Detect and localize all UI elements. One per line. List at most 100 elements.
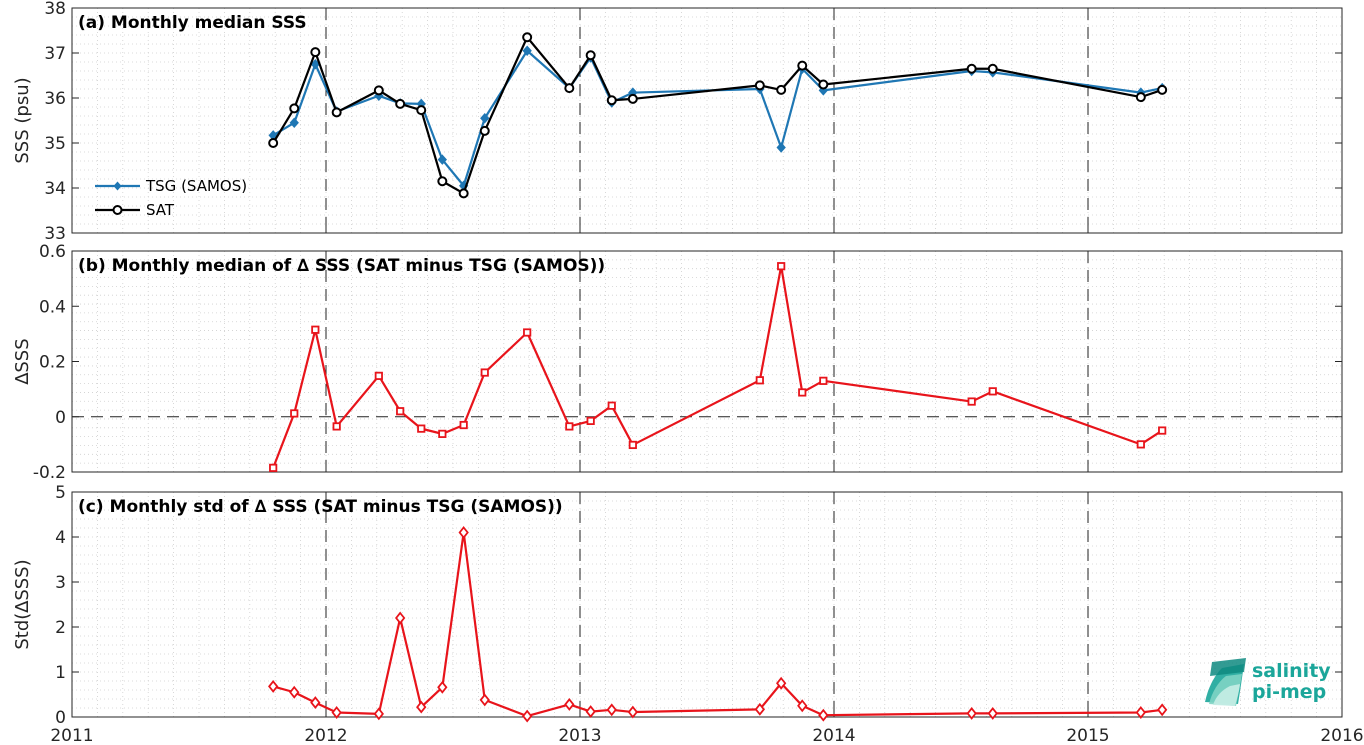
x-tick-label: 2013 (558, 726, 601, 745)
data-point (479, 693, 490, 707)
data-point (438, 429, 447, 438)
legend-a: TSG (SAMOS) SAT (95, 177, 247, 219)
data-point (776, 84, 787, 95)
data-point (754, 80, 765, 91)
data-point (310, 696, 321, 710)
data-point (373, 85, 384, 96)
panel-c: 0 1 2 3 4 5 2011 2012 2013 2014 2015 2016 Std(∆SSS) (… (12, 483, 1364, 745)
y-tick-label: 3 (55, 573, 66, 593)
data-point (374, 371, 383, 380)
y-tick-label: 4 (55, 528, 66, 548)
data-point (987, 706, 998, 720)
y-tick-label: 1 (55, 663, 66, 683)
series-line (272, 265, 1163, 469)
data-point (966, 63, 977, 74)
y-axis-label-c: Std(∆SSS) (12, 559, 33, 649)
data-point (1135, 92, 1146, 103)
y-axis-label-a: SSS (psu) (12, 77, 33, 163)
data-point (606, 95, 617, 106)
y-tick-label: 34 (44, 179, 66, 199)
data-point (331, 706, 342, 719)
data-point (776, 676, 787, 690)
data-point (523, 328, 532, 337)
legend-label: SAT (146, 201, 175, 219)
data-point (967, 397, 976, 406)
y-tick-label: 36 (44, 89, 66, 109)
data-point (1135, 706, 1146, 719)
data-point (268, 138, 279, 148)
panel-a: 33 34 35 36 37 38 SSS (psu) (a) Monthly median … (12, 0, 1343, 244)
data-point (416, 105, 427, 116)
data-point (1157, 84, 1168, 95)
data-point (1158, 426, 1167, 435)
salinity-pi-mep-logo: salinity pi-mep (1205, 658, 1331, 706)
series-a-1 (268, 32, 1168, 199)
data-point (627, 93, 638, 104)
data-point (628, 440, 637, 450)
data-point (437, 154, 448, 165)
data-point (458, 188, 469, 199)
panel-title-a: (a) Monthly median SSS (78, 13, 307, 33)
y-tick-label: -0.2 (33, 463, 66, 483)
data-point (797, 60, 808, 71)
legend-marker (113, 181, 122, 191)
series-b-0 (269, 262, 1167, 472)
y-tick-label: 0.6 (39, 242, 66, 262)
y-tick-label: 0 (55, 408, 66, 428)
data-point (331, 107, 342, 118)
data-point (311, 325, 320, 334)
data-point (396, 407, 405, 416)
data-point (966, 706, 977, 720)
data-point (565, 422, 574, 431)
y-axis-label-b: ∆SSS (12, 338, 33, 385)
data-point (522, 709, 533, 723)
legend-marker (112, 205, 123, 215)
data-point (607, 401, 616, 410)
x-tick-label: 2015 (1066, 726, 1109, 745)
y-tick-label: 0.2 (39, 353, 66, 373)
data-point (289, 103, 300, 114)
data-point (585, 50, 596, 61)
data-point (269, 463, 278, 472)
data-point (373, 707, 384, 721)
x-tick-label: 2014 (812, 726, 855, 745)
data-point (480, 112, 490, 124)
data-point (1136, 440, 1145, 449)
data-point (437, 176, 448, 187)
data-point (459, 420, 468, 430)
grid-a (72, 8, 1342, 233)
data-point (522, 45, 532, 57)
data-point (268, 679, 279, 693)
logo-line2: pi-mep (1252, 681, 1326, 703)
x-tick-label: 2012 (304, 726, 347, 745)
y-tick-label: 37 (44, 44, 66, 64)
data-point (627, 705, 638, 719)
series-c-0 (268, 526, 1168, 723)
data-point (988, 387, 997, 396)
panel-title-c: (c) Monthly std of ∆ SSS (SAT minus TSG … (78, 497, 563, 517)
logo-line1: salinity (1252, 660, 1331, 682)
data-point (310, 47, 321, 58)
data-point (416, 700, 427, 714)
data-point (395, 611, 406, 625)
data-point (395, 98, 406, 109)
data-point (564, 697, 575, 711)
data-point (987, 63, 998, 74)
y-tick-label: 5 (55, 483, 66, 503)
data-point (332, 422, 341, 431)
data-point (564, 83, 575, 94)
series-line (272, 531, 1163, 718)
y-tick-label: 33 (44, 224, 66, 244)
axes-box-a (71, 7, 1343, 234)
y-tick-label: 2 (55, 618, 66, 638)
legend-label: TSG (SAMOS) (145, 177, 247, 195)
series-a-0 (268, 45, 1167, 192)
grid-b (72, 251, 1342, 472)
panel-b: -0.2 0 0.2 0.4 0.6 ∆SSS (b) Monthly median of … (12, 242, 1343, 483)
data-point (818, 79, 829, 90)
data-point (417, 424, 426, 433)
data-point (606, 703, 617, 717)
axes-box-b (71, 250, 1343, 473)
logo-wave-icon (1205, 658, 1246, 706)
